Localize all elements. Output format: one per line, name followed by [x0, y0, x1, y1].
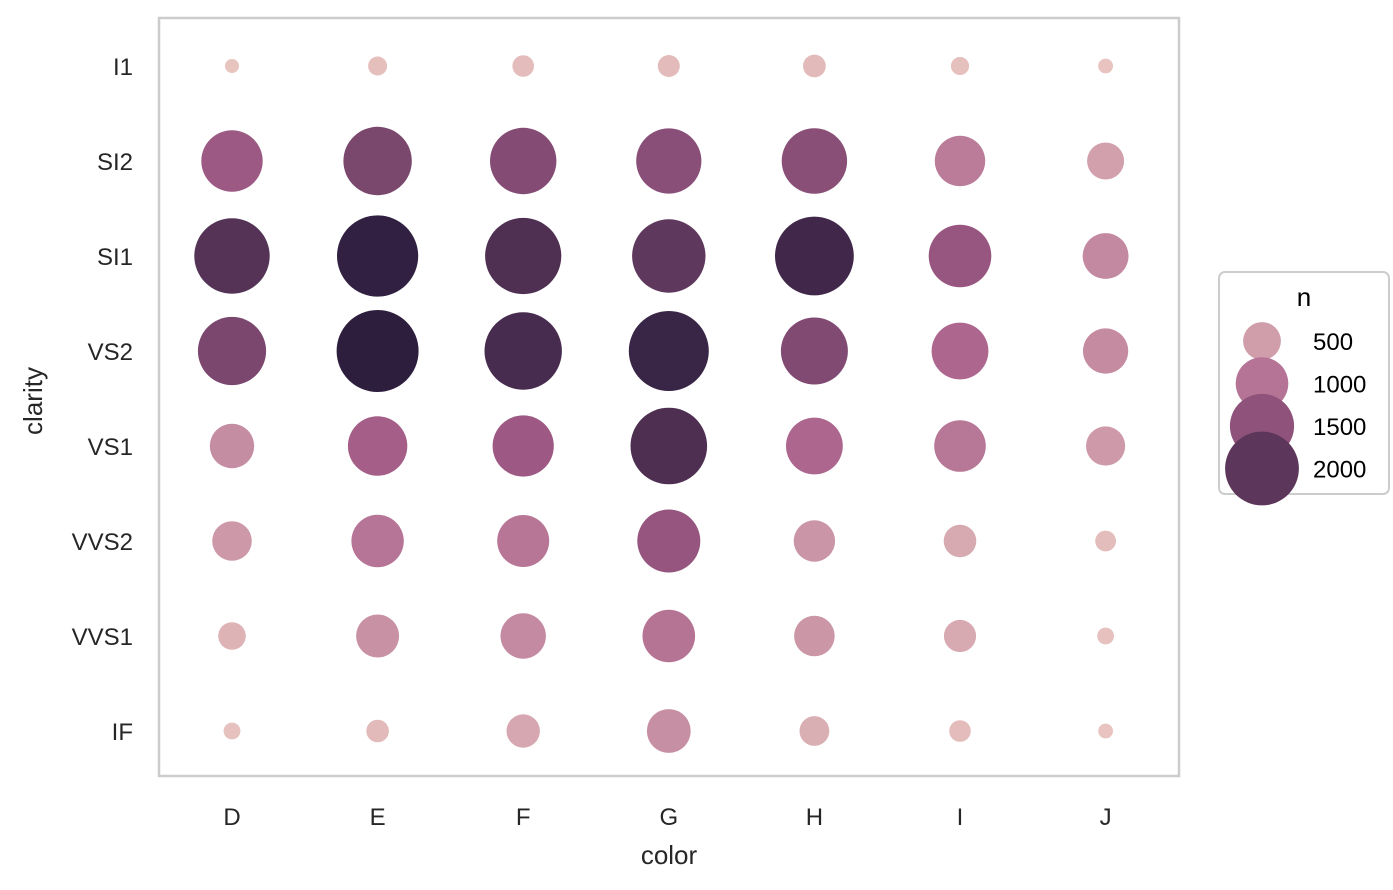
point-J-VVS1: [1097, 627, 1114, 645]
point-J-I1: [1098, 58, 1113, 74]
point-J-SI1: [1082, 233, 1129, 279]
point-F-VS1: [492, 415, 554, 477]
legend-label-1500: 1500: [1313, 414, 1366, 441]
legend-label-500: 500: [1313, 329, 1353, 356]
y-tick-VVS2: VVS2: [72, 529, 133, 556]
point-E-VVS1: [356, 614, 400, 658]
point-E-SI2: [343, 126, 412, 196]
y-tick-I1: I1: [113, 54, 133, 81]
legend: n 500 1000 1500 2000: [1218, 271, 1390, 506]
x-axis-label: color: [641, 840, 698, 870]
point-E-I1: [368, 56, 388, 76]
y-tick-SI2: SI2: [97, 149, 133, 176]
point-G-VVS1: [642, 609, 696, 663]
point-H-VS2: [780, 317, 848, 385]
y-tick-IF: IF: [112, 719, 133, 746]
point-E-VS2: [336, 310, 419, 392]
point-I-VVS2: [943, 524, 977, 558]
point-H-I1: [803, 54, 826, 78]
point-I-IF: [949, 720, 971, 742]
x-tick-F: F: [516, 804, 531, 831]
point-F-VVS2: [497, 515, 550, 567]
point-G-VS2: [628, 311, 709, 391]
point-F-VS2: [484, 312, 562, 390]
legend-marker-2000: [1225, 431, 1299, 506]
point-J-IF: [1098, 723, 1113, 739]
point-H-IF: [799, 716, 830, 746]
point-G-I1: [657, 55, 680, 77]
point-D-IF: [223, 722, 241, 740]
point-I-VVS1: [943, 619, 977, 653]
point-E-VVS2: [351, 514, 404, 568]
x-tick-E: E: [370, 804, 386, 831]
x-tick-labels: D E F G H I J: [223, 804, 1111, 831]
point-E-SI1: [337, 215, 419, 297]
point-H-VS1: [786, 417, 843, 475]
point-H-VVS1: [794, 615, 835, 657]
y-tick-SI1: SI1: [97, 244, 133, 271]
x-tick-G: G: [659, 804, 678, 831]
point-I-SI1: [928, 224, 992, 288]
point-D-SI2: [201, 130, 263, 192]
legend-title: n: [1297, 282, 1311, 312]
point-D-I1: [225, 59, 239, 73]
x-tick-J: J: [1100, 804, 1112, 831]
legend-label-1000: 1000: [1313, 372, 1366, 399]
point-J-VVS2: [1095, 530, 1116, 552]
point-I-VS2: [931, 322, 989, 380]
data-points: [194, 54, 1129, 753]
point-D-VVS1: [218, 622, 246, 650]
point-D-VVS2: [212, 521, 252, 561]
y-tick-VVS1: VVS1: [72, 624, 133, 651]
legend-marker-500: [1243, 322, 1281, 360]
point-G-SI1: [632, 219, 706, 293]
legend-items: 500 1000 1500 2000: [1225, 322, 1366, 506]
legend-label-2000: 2000: [1313, 457, 1366, 484]
point-F-VVS1: [500, 613, 546, 659]
point-I-VS1: [934, 420, 986, 472]
point-J-VS2: [1083, 328, 1129, 374]
y-tick-labels: I1 SI2 SI1 VS2 VS1 VVS2 VVS1 IF: [72, 54, 133, 746]
x-tick-D: D: [223, 804, 240, 831]
point-I-SI2: [934, 135, 986, 187]
point-I-I1: [950, 56, 970, 76]
point-F-IF: [506, 714, 540, 748]
point-H-SI1: [775, 216, 854, 296]
point-H-VVS2: [793, 520, 836, 562]
y-tick-VS2: VS2: [88, 339, 133, 366]
point-J-SI2: [1087, 142, 1125, 180]
point-J-VS1: [1086, 426, 1126, 466]
point-F-I1: [512, 55, 534, 77]
point-D-SI1: [194, 218, 270, 294]
point-E-IF: [366, 719, 389, 743]
point-G-VS1: [630, 407, 708, 485]
point-H-SI2: [781, 128, 848, 194]
x-tick-I: I: [957, 804, 964, 831]
point-G-IF: [646, 709, 691, 753]
y-axis-label: clarity: [18, 367, 48, 435]
legend-marker-1000: [1235, 357, 1289, 410]
point-D-VS2: [197, 316, 267, 386]
x-tick-H: H: [806, 804, 823, 831]
point-G-VVS2: [637, 509, 701, 573]
point-F-SI1: [485, 217, 562, 295]
point-G-SI2: [636, 128, 702, 194]
y-tick-VS1: VS1: [88, 434, 133, 461]
point-F-SI2: [490, 127, 557, 195]
point-D-VS1: [209, 423, 255, 469]
point-E-VS1: [347, 416, 408, 476]
